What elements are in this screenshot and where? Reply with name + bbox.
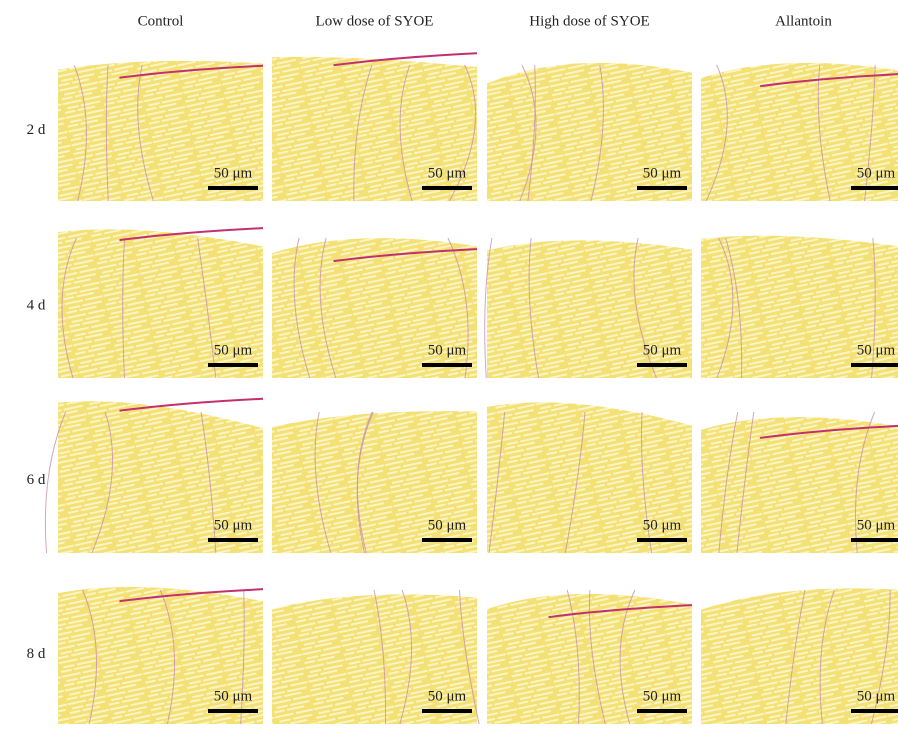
column-header: Low dose of SYOE <box>316 13 434 29</box>
scale-bar <box>637 709 687 713</box>
tissue-panel: 50 μm <box>487 63 692 201</box>
scale-bar-label: 50 μm <box>857 342 896 358</box>
scale-bar <box>637 186 687 190</box>
scale-bar-label: 50 μm <box>214 165 253 181</box>
scale-bar <box>851 363 898 367</box>
tissue-panel: 50 μm <box>701 63 898 201</box>
row-label: 2 d <box>27 122 46 138</box>
scale-bar-label: 50 μm <box>643 342 682 358</box>
scale-bar <box>422 186 472 190</box>
scale-bar <box>208 709 258 713</box>
scale-bar <box>637 363 687 367</box>
scale-bar <box>208 186 258 190</box>
scale-bar-label: 50 μm <box>643 688 682 704</box>
scale-bar <box>208 363 258 367</box>
scale-bar <box>851 186 898 190</box>
tissue-panel: 50 μm <box>485 238 692 378</box>
tissue-panel: 50 μm <box>487 402 692 553</box>
scale-bar <box>637 538 687 542</box>
scale-bar <box>422 709 472 713</box>
tissue-panel: 50 μm <box>701 588 898 724</box>
scale-bar <box>422 538 472 542</box>
scale-bar-label: 50 μm <box>214 342 253 358</box>
row-label: 6 d <box>27 472 46 488</box>
tissue-panel: 50 μm <box>701 236 898 378</box>
scale-bar-label: 50 μm <box>428 688 467 704</box>
column-header: Allantoin <box>775 13 832 29</box>
scale-bar-label: 50 μm <box>214 688 253 704</box>
tissue-panel: 50 μm <box>45 399 263 553</box>
scale-bar-label: 50 μm <box>857 165 896 181</box>
scale-bar <box>851 709 898 713</box>
scale-bar-label: 50 μm <box>428 517 467 533</box>
scale-bar <box>422 363 472 367</box>
column-header: High dose of SYOE <box>529 13 649 29</box>
page: {"columns": ["Control", "Low dose of SYO… <box>0 0 898 724</box>
figure: Control Low dose of SYOE High dose of SYOE… <box>0 0 898 724</box>
scale-bar-label: 50 μm <box>428 165 467 181</box>
tissue-panel: 50 μm <box>272 238 477 378</box>
scale-bar-label: 50 μm <box>214 517 253 533</box>
tissue-panel: 50 μm <box>58 587 263 724</box>
scale-bar-label: 50 μm <box>857 688 896 704</box>
tissue-panel: 50 μm <box>58 228 263 378</box>
tissue-panel: 50 μm <box>272 590 479 724</box>
tissue-panel: 50 μm <box>58 61 263 201</box>
scale-bar-label: 50 μm <box>428 342 467 358</box>
tissue-panel: 50 μm <box>272 53 477 201</box>
scale-bar-label: 50 μm <box>643 517 682 533</box>
tissue-panel: 50 μm <box>701 412 898 553</box>
scale-bar-label: 50 μm <box>643 165 682 181</box>
scale-bar <box>851 538 898 542</box>
tissue-panel: 50 μm <box>272 411 477 553</box>
scale-bar <box>208 538 258 542</box>
row-label: 4 d <box>27 297 46 313</box>
scale-bar-label: 50 μm <box>857 517 896 533</box>
column-header: Control <box>138 13 184 29</box>
tissue-section <box>272 594 477 724</box>
tissue-panel: 50 μm <box>487 590 692 724</box>
row-label: 8 d <box>27 646 46 662</box>
